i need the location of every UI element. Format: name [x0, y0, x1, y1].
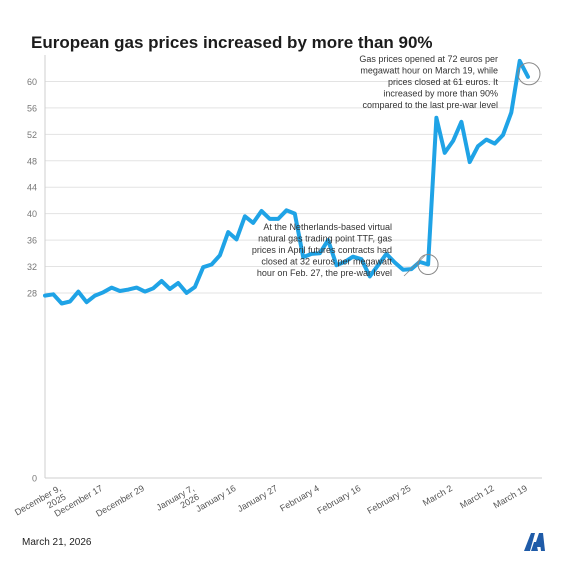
annotation-text: increased by more than 90%: [383, 89, 498, 99]
annotation-text: megawatt hour on March 19, while: [360, 66, 498, 76]
annotation-text: prices in April futures contracts had: [252, 245, 392, 255]
y-tick-label: 44: [27, 183, 37, 193]
aa-logo-icon: [524, 533, 545, 551]
x-tick-label: March 2: [421, 483, 454, 508]
y-tick-label: 28: [27, 288, 37, 298]
y-tick-label: 52: [27, 130, 37, 140]
annotation-text: closed at 32 euros per megawatt: [261, 257, 392, 267]
y-tick-label: 56: [27, 103, 37, 113]
x-tick-label: January 7,2026: [154, 483, 200, 521]
x-tick-label: March 19: [491, 483, 529, 510]
annotation-circle: [417, 254, 439, 276]
y-tick-label: 60: [27, 77, 37, 87]
annotation-leader-line: [403, 255, 426, 277]
y-tick-label: 40: [27, 209, 37, 219]
chart-title: European gas prices increased by more th…: [31, 33, 433, 52]
x-tick-label: December 9,2025: [13, 483, 68, 526]
annotation-text: natural gas trading point TTF, gas: [258, 234, 392, 244]
annotation-text: Gas prices opened at 72 euros per: [359, 54, 498, 64]
annotation-text: prices closed at 61 euros. It: [388, 77, 499, 87]
footer-date: March 21, 2026: [22, 537, 92, 548]
x-tick-label: January 16: [194, 483, 238, 514]
x-tick-label: February 25: [365, 483, 412, 516]
series-line: [43, 58, 530, 306]
annotation-text: compared to the last pre-war level: [362, 100, 498, 110]
y-tick-label: 32: [27, 262, 37, 272]
y-tick-label: 36: [27, 236, 37, 246]
annotation-text: hour on Feb. 27, the pre-war level: [257, 268, 392, 278]
x-tick-label: March 12: [458, 483, 496, 510]
annotation-text: At the Netherlands-based virtual: [263, 222, 392, 232]
x-tick-label: February 4: [278, 483, 321, 513]
x-tick-label: February 16: [315, 483, 362, 516]
y-tick-label: 0: [32, 474, 37, 484]
annotation-circle: [517, 62, 541, 86]
x-tick-label: January 27: [236, 483, 280, 514]
y-tick-label: 48: [27, 156, 37, 166]
